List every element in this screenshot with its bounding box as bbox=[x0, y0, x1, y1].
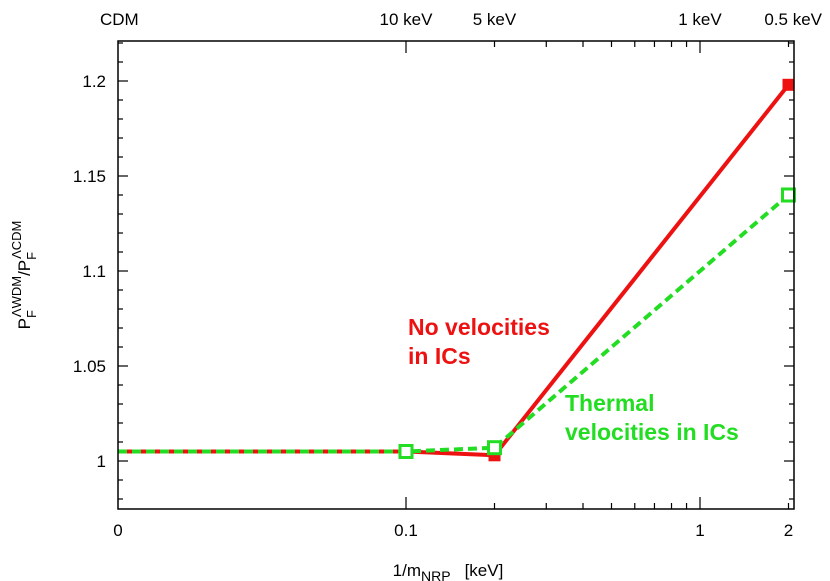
series-layer bbox=[118, 78, 797, 462]
top-tick-label: 10 keV bbox=[380, 10, 434, 29]
plot-frame bbox=[117, 40, 795, 510]
x-tick-label: 2 bbox=[784, 521, 793, 540]
y-tick-label: 1.05 bbox=[73, 357, 106, 376]
annotation-no-velocities-line1: No velocities bbox=[408, 314, 550, 340]
y-tick-label: 1 bbox=[97, 452, 106, 471]
x-tick-label: 0 bbox=[113, 521, 122, 540]
series-0-marker bbox=[782, 78, 795, 91]
x-axis-title-main: 1/m bbox=[393, 561, 421, 580]
top-tick-label: 1 keV bbox=[678, 10, 722, 29]
x-tick-label: 1 bbox=[695, 521, 704, 540]
labels-layer: 1 1.05 1.1 1.15 1.2 0 0.1 1 2 CDM 10 keV 5 keV 1 keV… bbox=[73, 10, 823, 540]
annotation-no-velocities: No velocities in ICs bbox=[408, 314, 556, 369]
x-axis-title-sub: NRP bbox=[421, 568, 451, 581]
series-line-1 bbox=[118, 193, 790, 454]
y-axis-title-sub: F bbox=[24, 310, 39, 318]
top-tick-label: 5 keV bbox=[473, 10, 517, 29]
top-tick-label: 0.5 keV bbox=[764, 10, 822, 29]
y-axis-title-base: P bbox=[15, 318, 34, 329]
annotation-no-velocities-line2: in ICs bbox=[408, 343, 471, 369]
y-tick-label: 1.1 bbox=[82, 262, 106, 281]
series-line-0 bbox=[118, 83, 791, 458]
series-1-marker bbox=[781, 187, 797, 203]
y-axis-title-sub2: F bbox=[24, 252, 39, 260]
annotation-thermal-line2: velocities in ICs bbox=[565, 419, 739, 445]
y-tick-label: 1.15 bbox=[73, 167, 106, 186]
x-axis-title-unit: [keV] bbox=[465, 561, 504, 580]
annotation-thermal: Thermal velocities in ICs bbox=[565, 390, 739, 445]
y-tick-label: 1.2 bbox=[82, 72, 106, 91]
y-axis-title: PFΛWDM/PFΛCDM bbox=[9, 221, 39, 330]
series-1-marker bbox=[487, 440, 503, 456]
ticks-layer bbox=[118, 41, 794, 509]
y-axis-title-sup2: ΛCDM bbox=[9, 221, 24, 259]
annotation-thermal-line1: Thermal bbox=[565, 390, 654, 416]
x-tick-label: 0.1 bbox=[394, 521, 418, 540]
y-axis-title-sup: ΛWDM bbox=[9, 276, 24, 317]
series-1-marker bbox=[398, 444, 414, 459]
top-tick-label: CDM bbox=[100, 10, 139, 29]
y-axis-title-slash: /P bbox=[15, 260, 34, 276]
x-axis-title: 1/mNRP [keV] bbox=[393, 561, 504, 581]
